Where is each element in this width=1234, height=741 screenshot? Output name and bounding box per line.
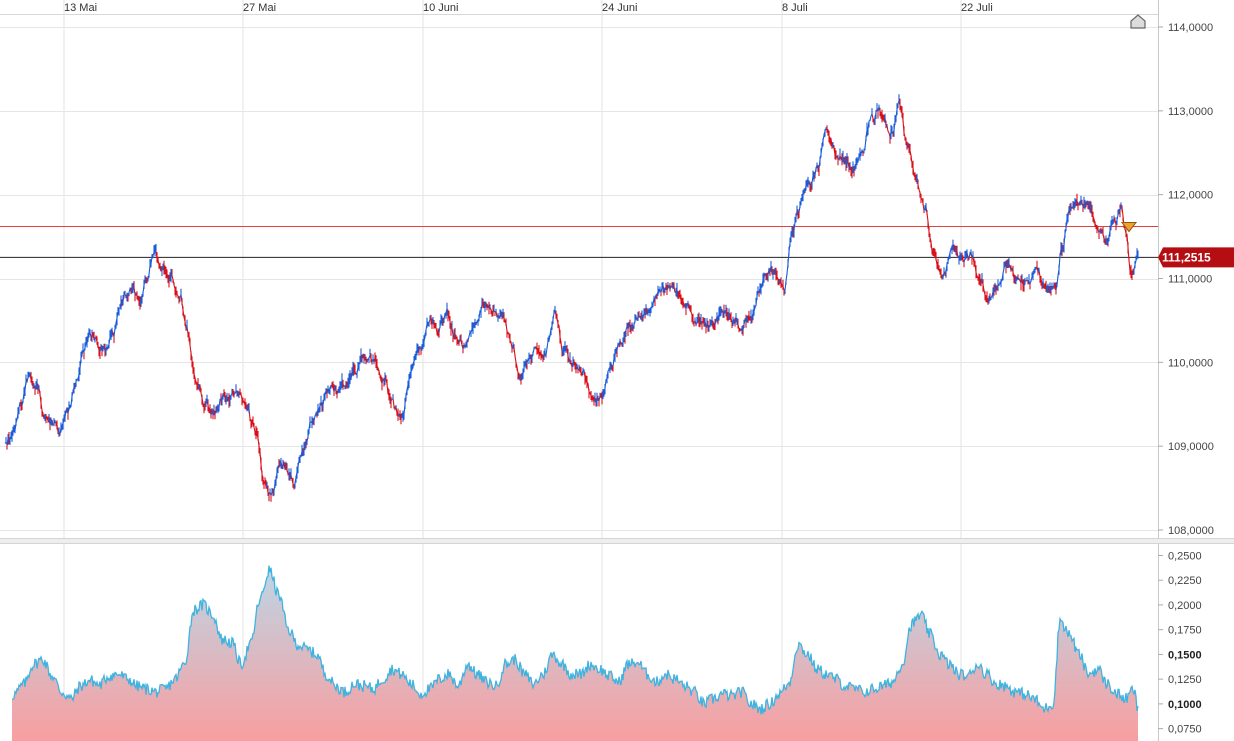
price-tick-label: 109,0000 [1168, 441, 1214, 453]
price-axis: 114,0000 113,0000 112,0000 111,0000 110,0000… [1158, 22, 1214, 537]
x-tick-label: 8 Juli [782, 2, 808, 14]
volatility-tick-label: 0,1250 [1168, 674, 1202, 686]
volatility-tick-label: 0,2500 [1168, 550, 1202, 562]
price-panel [0, 94, 1158, 502]
volatility-panel [11, 565, 1139, 741]
volatility-tick-label: 0,1500 [1168, 649, 1202, 661]
x-axis: 13 Mai 27 Mai 10 Juni 24 Juni 8 Juli 22 Juli [64, 2, 993, 14]
home-icon-shape [1130, 14, 1146, 29]
price-tick-label: 114,0000 [1168, 22, 1213, 34]
volatility-line [11, 565, 1139, 715]
x-tick-label: 27 Mai [243, 2, 276, 14]
volatility-tick-label: 0,1750 [1168, 625, 1202, 637]
volatility-tick-label: 0,2250 [1168, 575, 1202, 587]
volatility-axis: 0,2500 0,2250 0,2000 0,1750 0,1500 0,1250 0,10… [1158, 550, 1202, 736]
panel-separator [0, 538, 1234, 543]
volatility-tick-label: 0,1000 [1168, 699, 1202, 711]
last-price-tag: 111,2515 [1158, 247, 1234, 268]
price-tick-label: 112,0000 [1168, 190, 1213, 202]
volatility-tick-label: 0,2000 [1168, 600, 1202, 612]
price-tick-label: 110,0000 [1168, 357, 1213, 369]
home-icon[interactable] [1130, 14, 1146, 29]
x-tick-label: 10 Juni [423, 2, 458, 14]
last-price-value: 111,2515 [1162, 250, 1211, 264]
price-tick-label: 111,0000 [1168, 274, 1212, 286]
price-series-down [5, 98, 1134, 502]
alert-marker-icon [1120, 222, 1138, 233]
volatility-tick-label: 0,0750 [1168, 724, 1202, 736]
x-tick-label: 22 Juli [961, 2, 993, 14]
price-tick-label: 113,0000 [1168, 106, 1213, 118]
last-price-tag-background [1158, 247, 1234, 268]
x-tick-label: 13 Mai [64, 2, 97, 14]
price-tick-label: 108,0000 [1168, 525, 1214, 537]
price-series-up [4, 94, 1139, 496]
chart-overlays: 111,2515 [1120, 14, 1234, 268]
x-tick-label: 24 Juni [602, 2, 637, 14]
volatility-area [12, 565, 1138, 741]
